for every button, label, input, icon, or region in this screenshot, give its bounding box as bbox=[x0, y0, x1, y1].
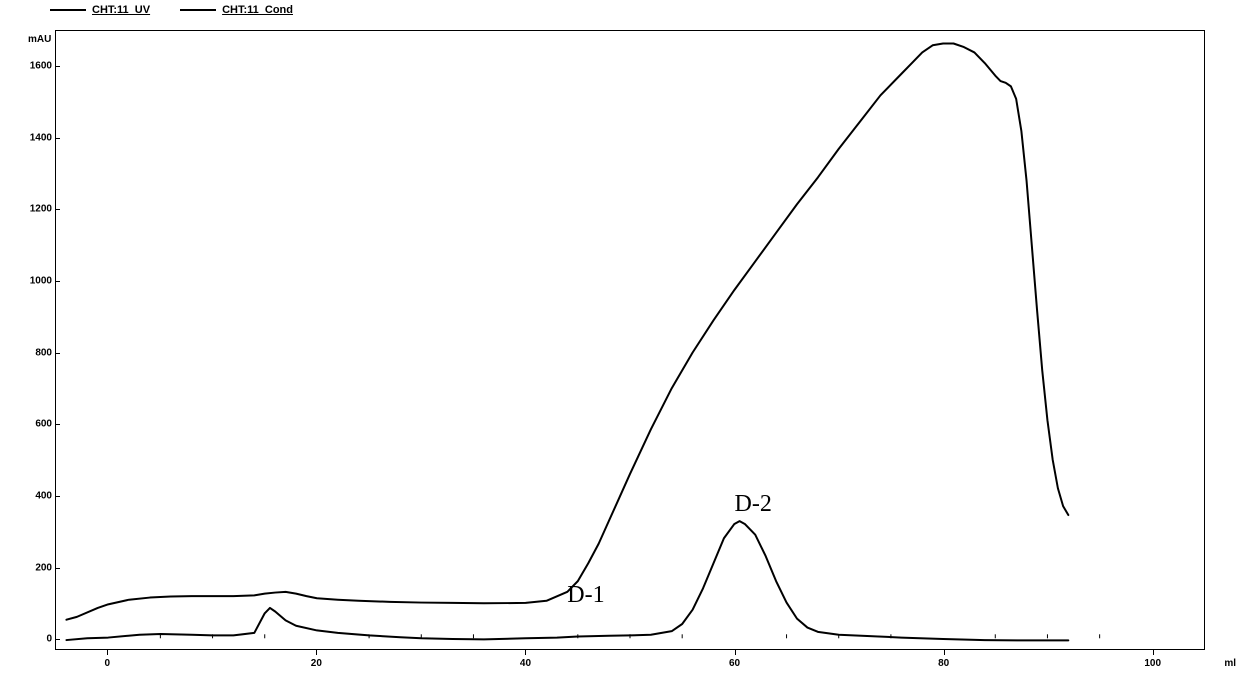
chart-svg bbox=[56, 31, 1204, 649]
legend-line-cond bbox=[180, 9, 216, 11]
x-axis-label: ml bbox=[1224, 658, 1236, 669]
x-tick-mark bbox=[735, 650, 736, 655]
x-tick-mark bbox=[316, 650, 317, 655]
x-tick-mark bbox=[944, 650, 945, 655]
legend-line-uv bbox=[50, 9, 86, 11]
x-tick-mark bbox=[107, 650, 108, 655]
y-tick-mark bbox=[55, 568, 60, 569]
y-tick-mark bbox=[55, 66, 60, 67]
x-tick-mark bbox=[1153, 650, 1154, 655]
y-tick-mark bbox=[55, 138, 60, 139]
x-tick-label: 40 bbox=[520, 658, 531, 669]
legend-label-uv: CHT:11_UV bbox=[92, 4, 150, 16]
y-tick-label: 200 bbox=[12, 562, 52, 573]
x-tick-label: 20 bbox=[311, 658, 322, 669]
x-tick-label: 0 bbox=[104, 658, 110, 669]
y-tick-label: 1200 bbox=[12, 204, 52, 215]
plot-area bbox=[55, 30, 1205, 650]
series-Cond bbox=[66, 43, 1068, 619]
x-tick-label: 100 bbox=[1144, 658, 1161, 669]
y-tick-mark bbox=[55, 639, 60, 640]
y-tick-mark bbox=[55, 281, 60, 282]
annotation-D-2: D-2 bbox=[735, 491, 772, 518]
x-tick-label: 60 bbox=[729, 658, 740, 669]
y-tick-mark bbox=[55, 209, 60, 210]
x-tick-label: 80 bbox=[938, 658, 949, 669]
y-tick-label: 600 bbox=[12, 419, 52, 430]
y-tick-mark bbox=[55, 424, 60, 425]
legend-item-uv: CHT:11_UV bbox=[50, 4, 150, 16]
series-UV bbox=[66, 521, 1068, 640]
y-tick-mark bbox=[55, 496, 60, 497]
legend-item-cond: CHT:11_Cond bbox=[180, 4, 293, 16]
y-tick-label: 0 bbox=[12, 634, 52, 645]
x-tick-mark bbox=[525, 650, 526, 655]
y-axis-label: mAU bbox=[28, 34, 51, 45]
y-tick-label: 800 bbox=[12, 347, 52, 358]
legend-label-cond: CHT:11_Cond bbox=[222, 4, 293, 16]
y-tick-label: 1400 bbox=[12, 132, 52, 143]
y-tick-label: 1000 bbox=[12, 275, 52, 286]
y-tick-label: 400 bbox=[12, 490, 52, 501]
y-tick-label: 1600 bbox=[12, 60, 52, 71]
annotation-D-1: D-1 bbox=[567, 582, 604, 609]
legend: CHT:11_UV CHT:11_Cond bbox=[50, 4, 293, 16]
y-tick-mark bbox=[55, 353, 60, 354]
